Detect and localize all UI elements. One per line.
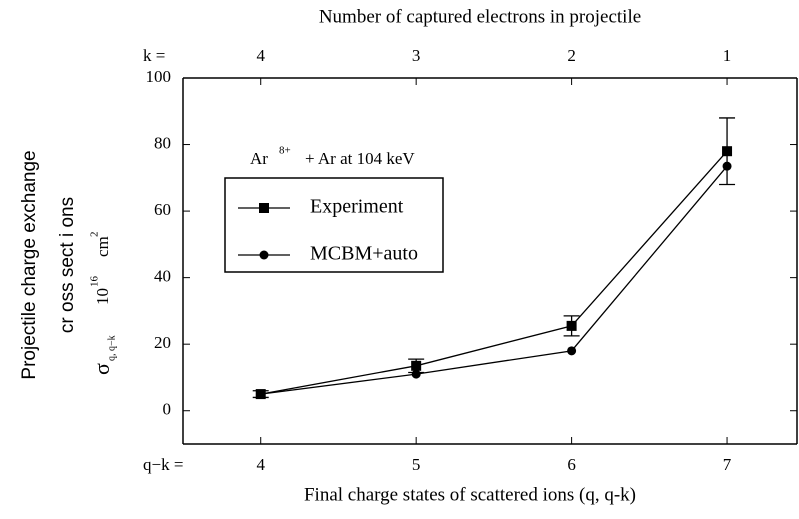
y-unit: cm xyxy=(93,236,112,257)
marker xyxy=(722,161,732,171)
y-label-2: cr oss sect i ons xyxy=(57,197,78,333)
y-label-1: Projectile charge exchange xyxy=(19,150,40,379)
marker xyxy=(256,389,266,399)
marker xyxy=(411,360,422,371)
y-label-3: σ q, q−k 10 16 cm 2 xyxy=(89,232,118,376)
x-tick-label: 5 xyxy=(412,455,421,474)
marker xyxy=(411,369,421,379)
x-prefix: q−k = xyxy=(143,455,183,474)
y-symbol: σ xyxy=(89,363,114,375)
y-unit-base: 10 xyxy=(93,288,112,305)
y-tick-label: 60 xyxy=(154,200,171,219)
x2-prefix: k = xyxy=(143,46,165,65)
y-tick-label: 80 xyxy=(154,133,171,152)
annotation-rest: + Ar at 104 keV xyxy=(305,149,415,168)
y-label-line: cr oss sect i ons xyxy=(57,197,78,333)
x2-tick-label: 4 xyxy=(256,46,265,65)
y-symbol-sub: q, q−k xyxy=(106,335,117,361)
x2-tick-label: 1 xyxy=(723,46,732,65)
x2-tick-label: 3 xyxy=(412,46,421,65)
y-tick-label: 40 xyxy=(154,267,171,286)
x2-tick-label: 2 xyxy=(567,46,576,65)
marker xyxy=(567,346,577,356)
y-tick-label: 100 xyxy=(146,67,172,86)
marker xyxy=(566,320,577,331)
legend-label: Experiment xyxy=(310,196,404,218)
annotation-ion: Ar xyxy=(250,149,268,168)
legend-marker xyxy=(259,203,269,213)
marker xyxy=(722,146,733,157)
y-tick-label: 0 xyxy=(163,400,172,419)
x-axis-label: Final charge states of scattered ions (q… xyxy=(304,484,636,505)
x-tick-label: 4 xyxy=(256,455,265,474)
series-line xyxy=(260,150,728,395)
y-tick-label: 20 xyxy=(154,333,171,352)
annotation-charge: 8+ xyxy=(279,145,291,157)
y-label-line: Projectile charge exchange xyxy=(19,150,40,379)
legend-box xyxy=(224,177,444,273)
x-tick-label: 6 xyxy=(567,455,576,474)
legend-marker xyxy=(259,250,269,260)
y-unit-unit-exp: 2 xyxy=(89,232,101,238)
top-axis-label: Number of captured electrons in projecti… xyxy=(319,6,641,27)
x-tick-label: 7 xyxy=(723,455,732,474)
y-unit-exp: 16 xyxy=(89,276,101,288)
series-line xyxy=(260,165,728,395)
legend-label: MCBM+auto xyxy=(310,243,418,265)
